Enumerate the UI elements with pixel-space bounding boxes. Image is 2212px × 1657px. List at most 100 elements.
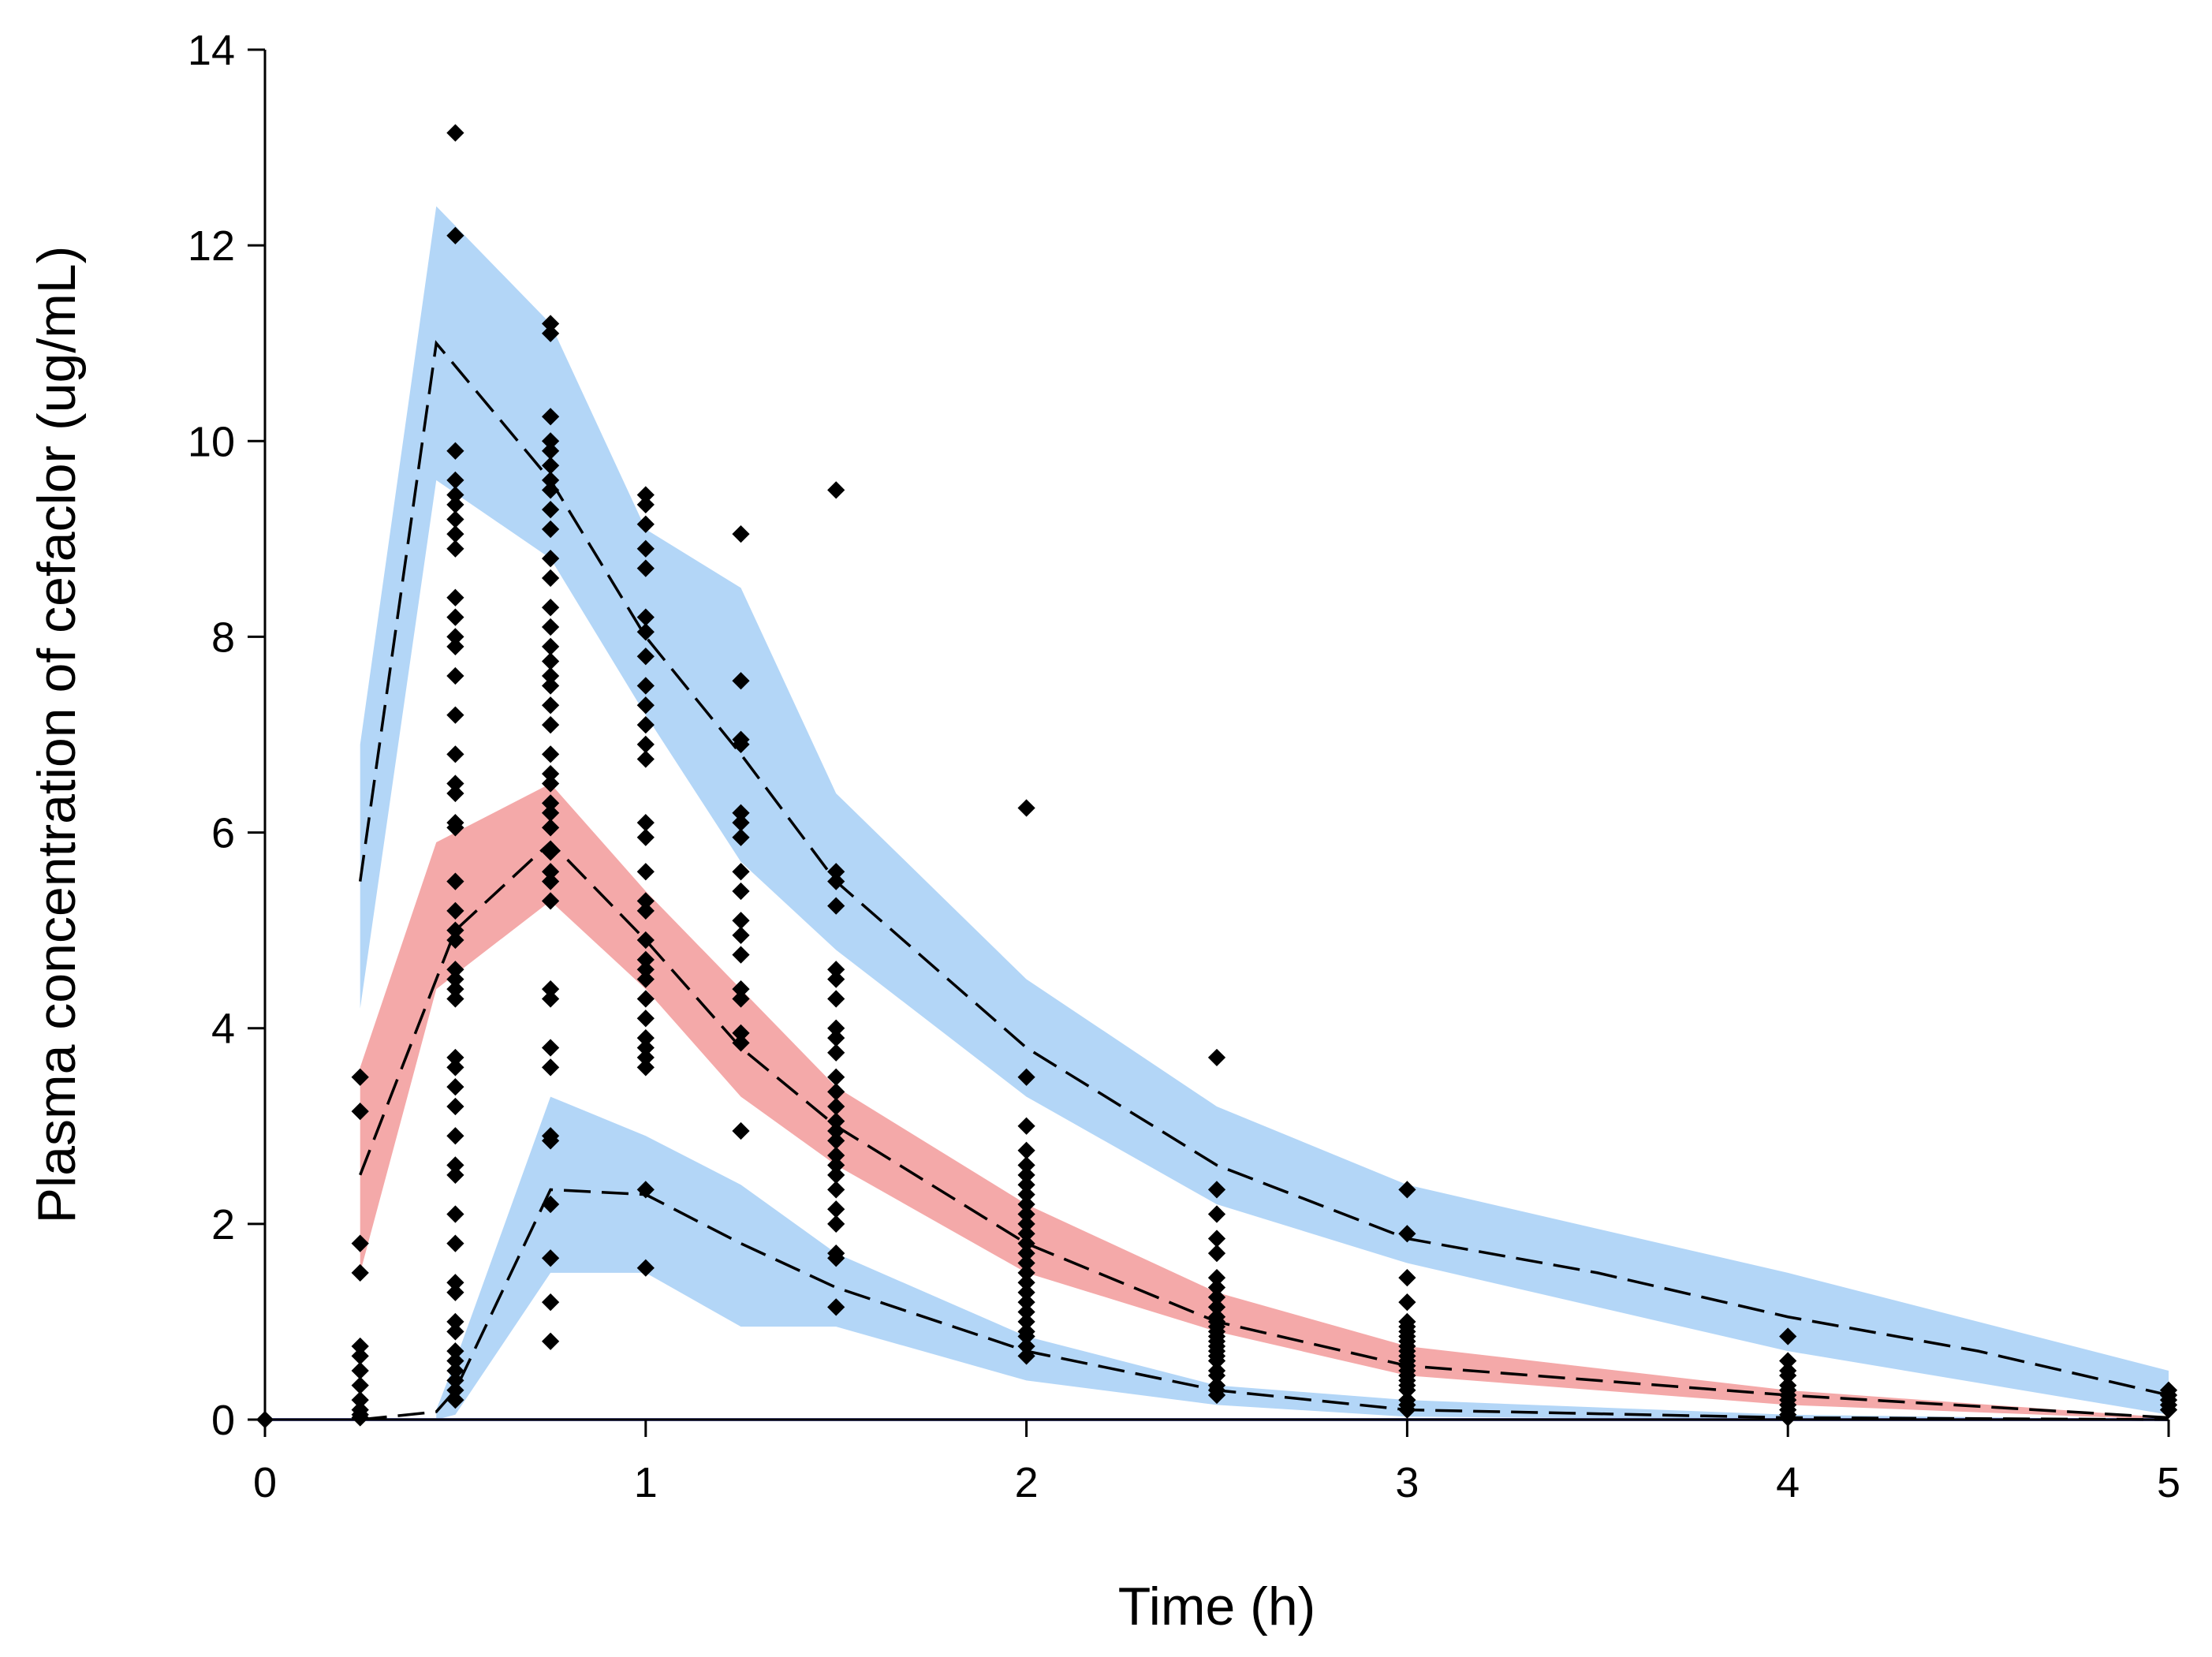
observed-point [446, 819, 464, 837]
observed-point [351, 1068, 369, 1086]
observed-point [636, 1058, 655, 1077]
observed-point [1017, 1068, 1035, 1086]
y-tick-label: 0 [211, 1397, 235, 1444]
observed-point [446, 539, 464, 558]
observed-point [446, 608, 464, 626]
observed-point [446, 1097, 464, 1116]
observed-point [446, 706, 464, 724]
observed-point [827, 1298, 845, 1316]
observed-point [351, 1376, 369, 1394]
observed-point [732, 882, 750, 901]
observed-point [827, 1249, 845, 1267]
observed-point [1017, 799, 1035, 817]
observed-point [636, 828, 655, 846]
y-tick-label: 10 [188, 418, 235, 465]
observed-point [541, 652, 560, 670]
observed-point [446, 124, 464, 142]
observed-point [732, 672, 750, 690]
observed-point [446, 1127, 464, 1145]
y-tick-label: 2 [211, 1201, 235, 1248]
observed-point [541, 774, 560, 793]
observed-point [2159, 1401, 2178, 1419]
observed-point [827, 970, 845, 988]
observed-point [636, 515, 655, 533]
observed-point [636, 1259, 655, 1277]
observed-point [446, 1391, 464, 1409]
observed-point [446, 666, 464, 685]
observed-point [541, 599, 560, 617]
prediction-bands [360, 206, 2169, 1420]
x-tick-label: 5 [2157, 1459, 2180, 1506]
observed-point [732, 990, 750, 1008]
observed-point [446, 1283, 464, 1301]
observed-point [446, 1205, 464, 1223]
observed-point [732, 828, 750, 846]
observed-point [732, 525, 750, 543]
observed-point [1398, 1268, 1416, 1287]
y-axis-title: Plasma concentration of cefaclor (ug/mL) [27, 246, 87, 1224]
observed-point [541, 696, 560, 715]
observed-point [541, 745, 560, 763]
observed-point [1207, 1181, 1226, 1199]
observed-point [541, 990, 560, 1008]
observed-point [446, 525, 464, 543]
observed-point [732, 926, 750, 944]
observed-point [1398, 1293, 1416, 1312]
observed-point [541, 1332, 560, 1350]
observed-point [541, 637, 560, 655]
observed-point [827, 1215, 845, 1233]
observed-point [732, 1121, 750, 1140]
observed-point [636, 1181, 655, 1199]
x-tick-label: 4 [1776, 1459, 1800, 1506]
5th-percentile-prediction-interval-band [436, 1096, 2169, 1420]
observed-point [636, 970, 655, 988]
observed-point [1398, 1225, 1416, 1243]
observed-point [351, 1409, 369, 1427]
observed-point [541, 715, 560, 734]
y-tick-label: 12 [188, 222, 235, 270]
y-tick-label: 4 [211, 1006, 235, 1053]
observed-point [541, 677, 560, 695]
observed-point [351, 1263, 369, 1282]
observed-point [827, 990, 845, 1008]
observed-point [1207, 1386, 1226, 1405]
observed-point [541, 569, 560, 588]
observed-point [827, 1029, 845, 1047]
observed-point [827, 1181, 845, 1199]
observed-point [541, 1195, 560, 1214]
observed-point [827, 481, 845, 499]
median-prediction-interval-band [360, 783, 2169, 1420]
observed-point [1017, 1141, 1035, 1159]
observed-point [446, 1234, 464, 1252]
observed-point [827, 1043, 845, 1062]
observed-point [636, 901, 655, 920]
observed-point [1398, 1401, 1416, 1419]
observed-point [446, 1078, 464, 1096]
observed-points [256, 124, 2178, 1429]
observed-point [636, 495, 655, 514]
y-tick-label: 6 [211, 810, 235, 857]
observed-point [541, 501, 560, 519]
observed-point [446, 745, 464, 763]
observed-point [732, 946, 750, 964]
observed-point [732, 912, 750, 930]
observed-point [541, 1039, 560, 1057]
95th-percentile-prediction-interval-band [360, 206, 2169, 1415]
observed-point [827, 872, 845, 890]
observed-point [541, 1249, 560, 1267]
observed-point [541, 872, 560, 890]
x-tick-label: 1 [634, 1459, 658, 1506]
observed-point [636, 735, 655, 754]
observed-point [636, 559, 655, 577]
observed-point [1398, 1181, 1416, 1199]
observed-point [446, 1058, 464, 1077]
observed-point [351, 1234, 369, 1252]
observed-point [636, 539, 655, 558]
observed-point [541, 550, 560, 568]
observed-point [1207, 1230, 1226, 1248]
observed-point [636, 1010, 655, 1028]
observed-point [636, 750, 655, 768]
observed-point [351, 1103, 369, 1121]
observed-point [446, 872, 464, 890]
observed-point [1017, 1347, 1035, 1365]
